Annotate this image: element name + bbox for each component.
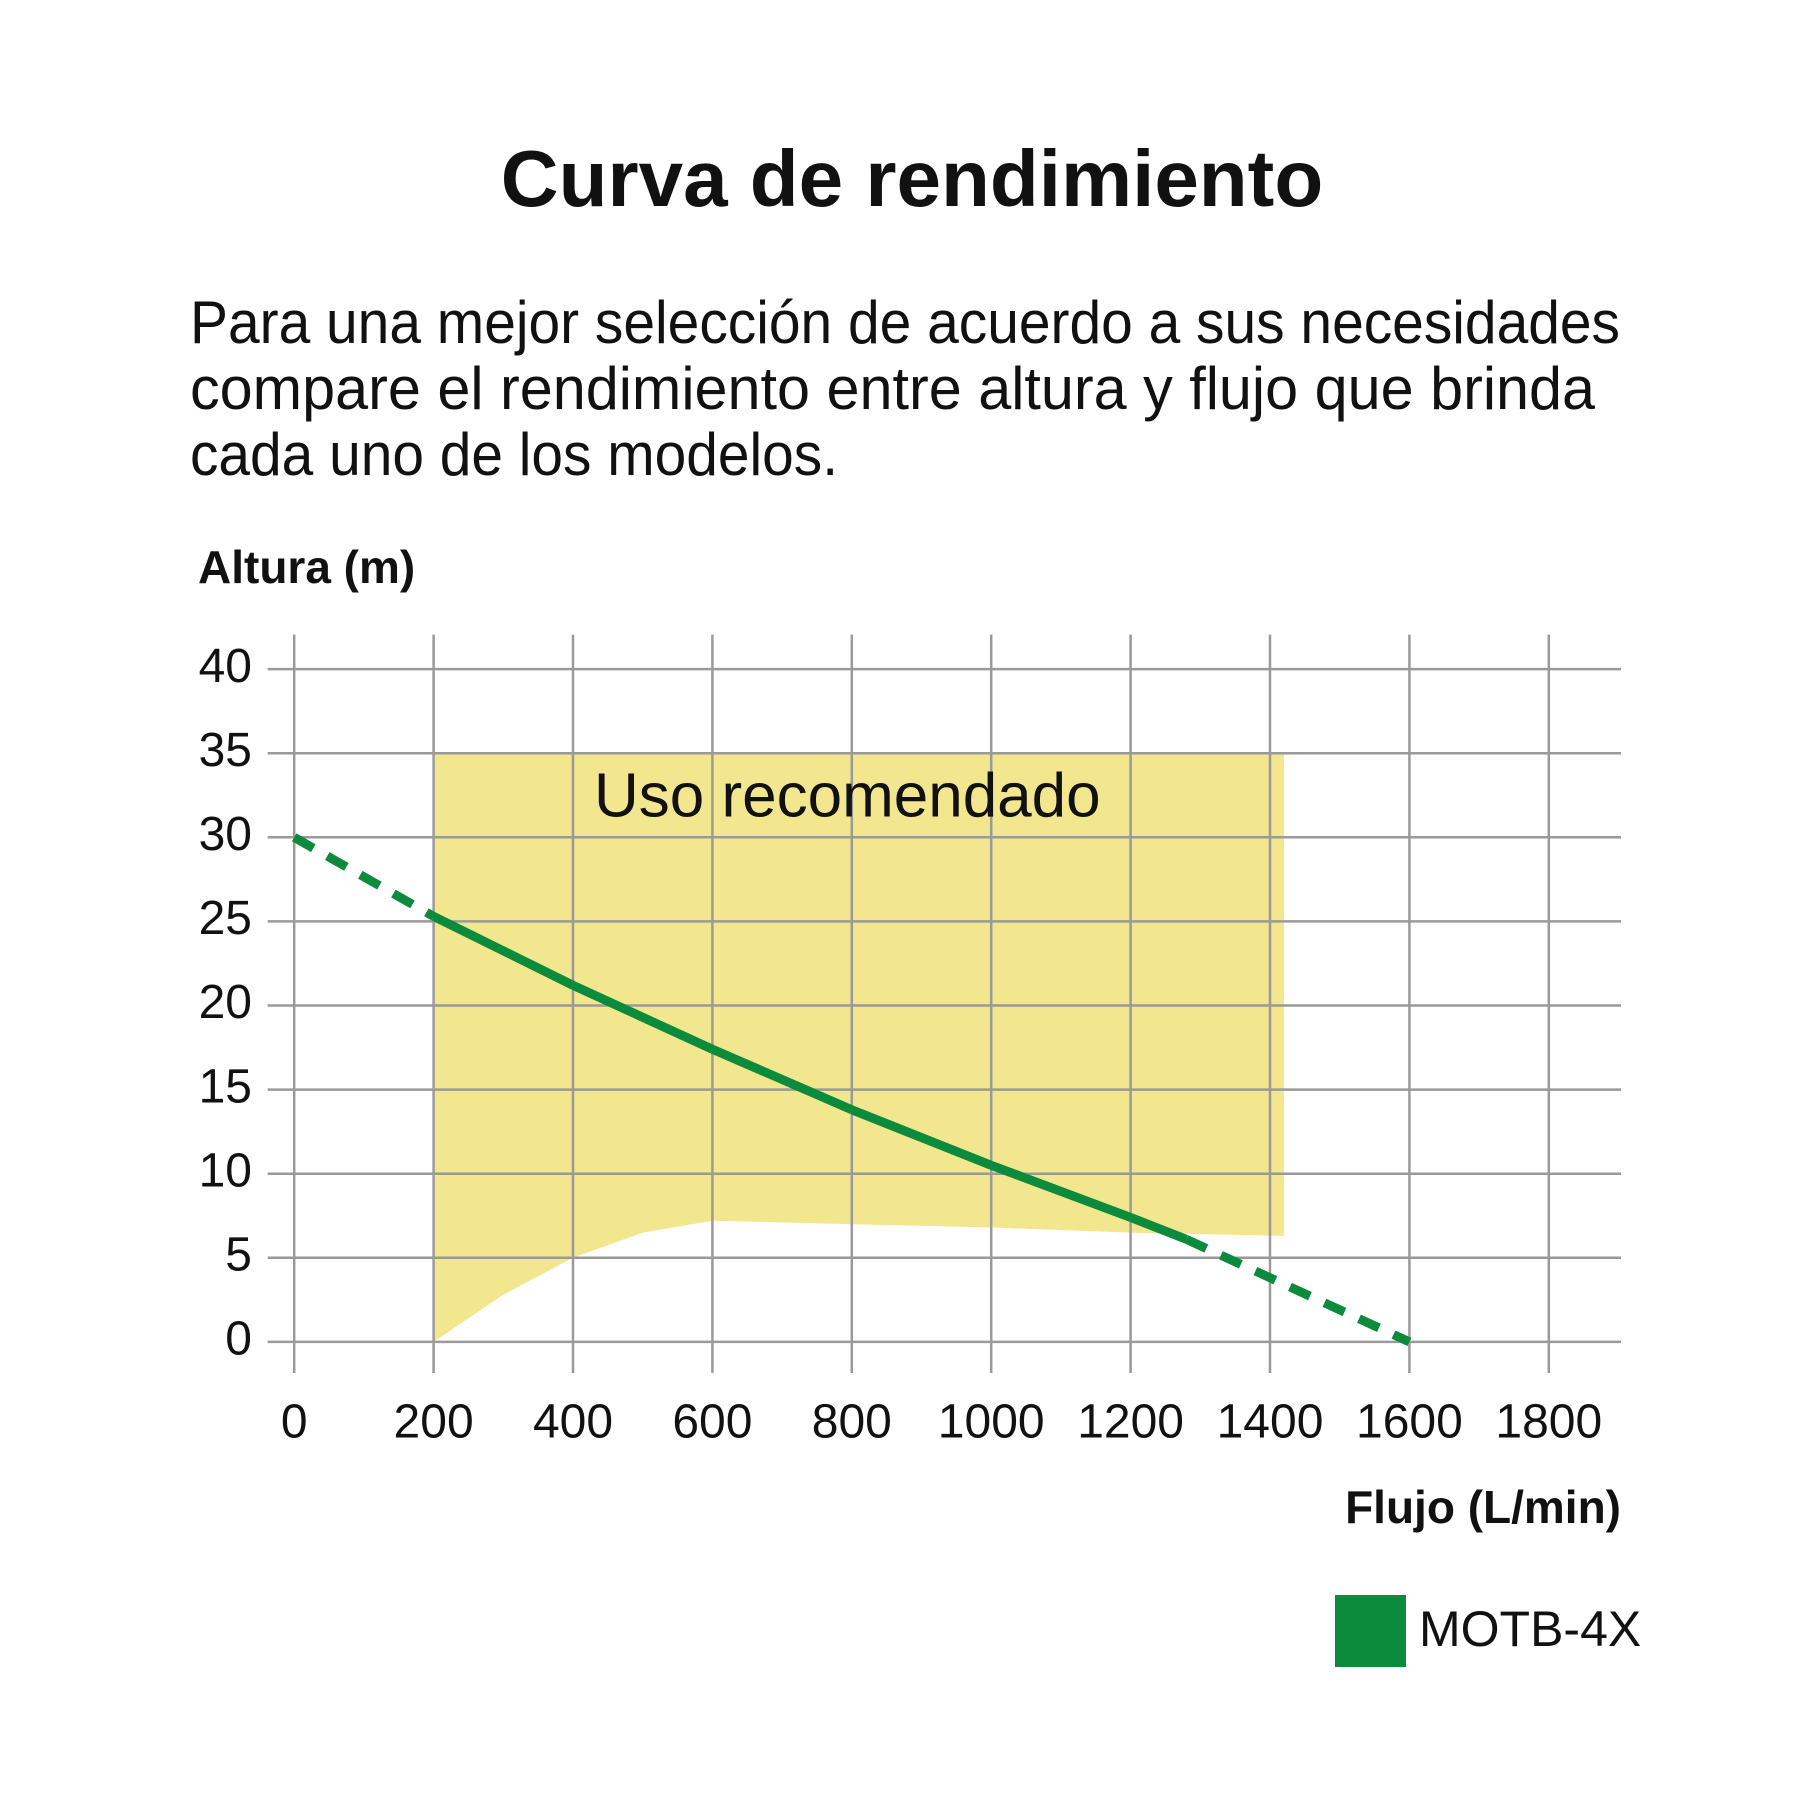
y-axis-label: Altura (m) bbox=[198, 541, 415, 593]
x-tick-label: 600 bbox=[672, 1396, 752, 1449]
description-line: Para una mejor selección de acuerdo a su… bbox=[190, 289, 1620, 356]
y-tick-label: 20 bbox=[199, 976, 252, 1029]
x-tick-label: 800 bbox=[812, 1396, 892, 1449]
series-segment bbox=[431, 912, 575, 990]
series-segment bbox=[571, 981, 715, 1054]
y-tick-label: 25 bbox=[199, 892, 252, 945]
description-line: cada uno de los modelos. bbox=[190, 421, 838, 488]
region-label: Uso recomendado bbox=[594, 761, 1101, 830]
series-segment bbox=[989, 1161, 1133, 1222]
x-axis-label: Flujo (L/min) bbox=[1345, 1481, 1621, 1533]
series-segment bbox=[1128, 1213, 1189, 1244]
y-tick-label: 35 bbox=[199, 724, 252, 777]
x-tick-label: 0 bbox=[281, 1396, 308, 1449]
x-tick-label: 1200 bbox=[1077, 1396, 1184, 1449]
x-tick-label: 1400 bbox=[1217, 1396, 1324, 1449]
x-tick-label: 1000 bbox=[938, 1396, 1045, 1449]
y-tick-label: 0 bbox=[225, 1313, 252, 1366]
y-tick-label: 10 bbox=[199, 1144, 252, 1197]
series-segment bbox=[291, 833, 436, 921]
chart-title: Curva de rendimiento bbox=[501, 134, 1323, 223]
series-segment bbox=[1184, 1235, 1412, 1346]
description-line: compare el rendimiento entre altura y fl… bbox=[190, 355, 1596, 422]
x-tick-label: 1600 bbox=[1356, 1396, 1463, 1449]
y-tick-label: 40 bbox=[199, 640, 252, 693]
x-tick-label: 200 bbox=[394, 1396, 474, 1449]
series-segment bbox=[710, 1045, 854, 1114]
legend-label: MOTB-4X bbox=[1419, 1601, 1641, 1657]
y-tick-label: 30 bbox=[199, 808, 252, 861]
y-tick-label: 15 bbox=[199, 1060, 252, 1113]
y-tick-label: 5 bbox=[225, 1228, 252, 1281]
series-segment bbox=[850, 1105, 993, 1170]
legend-swatch bbox=[1335, 1595, 1406, 1667]
x-tick-label: 400 bbox=[533, 1396, 613, 1449]
x-tick-label: 1800 bbox=[1495, 1396, 1602, 1449]
